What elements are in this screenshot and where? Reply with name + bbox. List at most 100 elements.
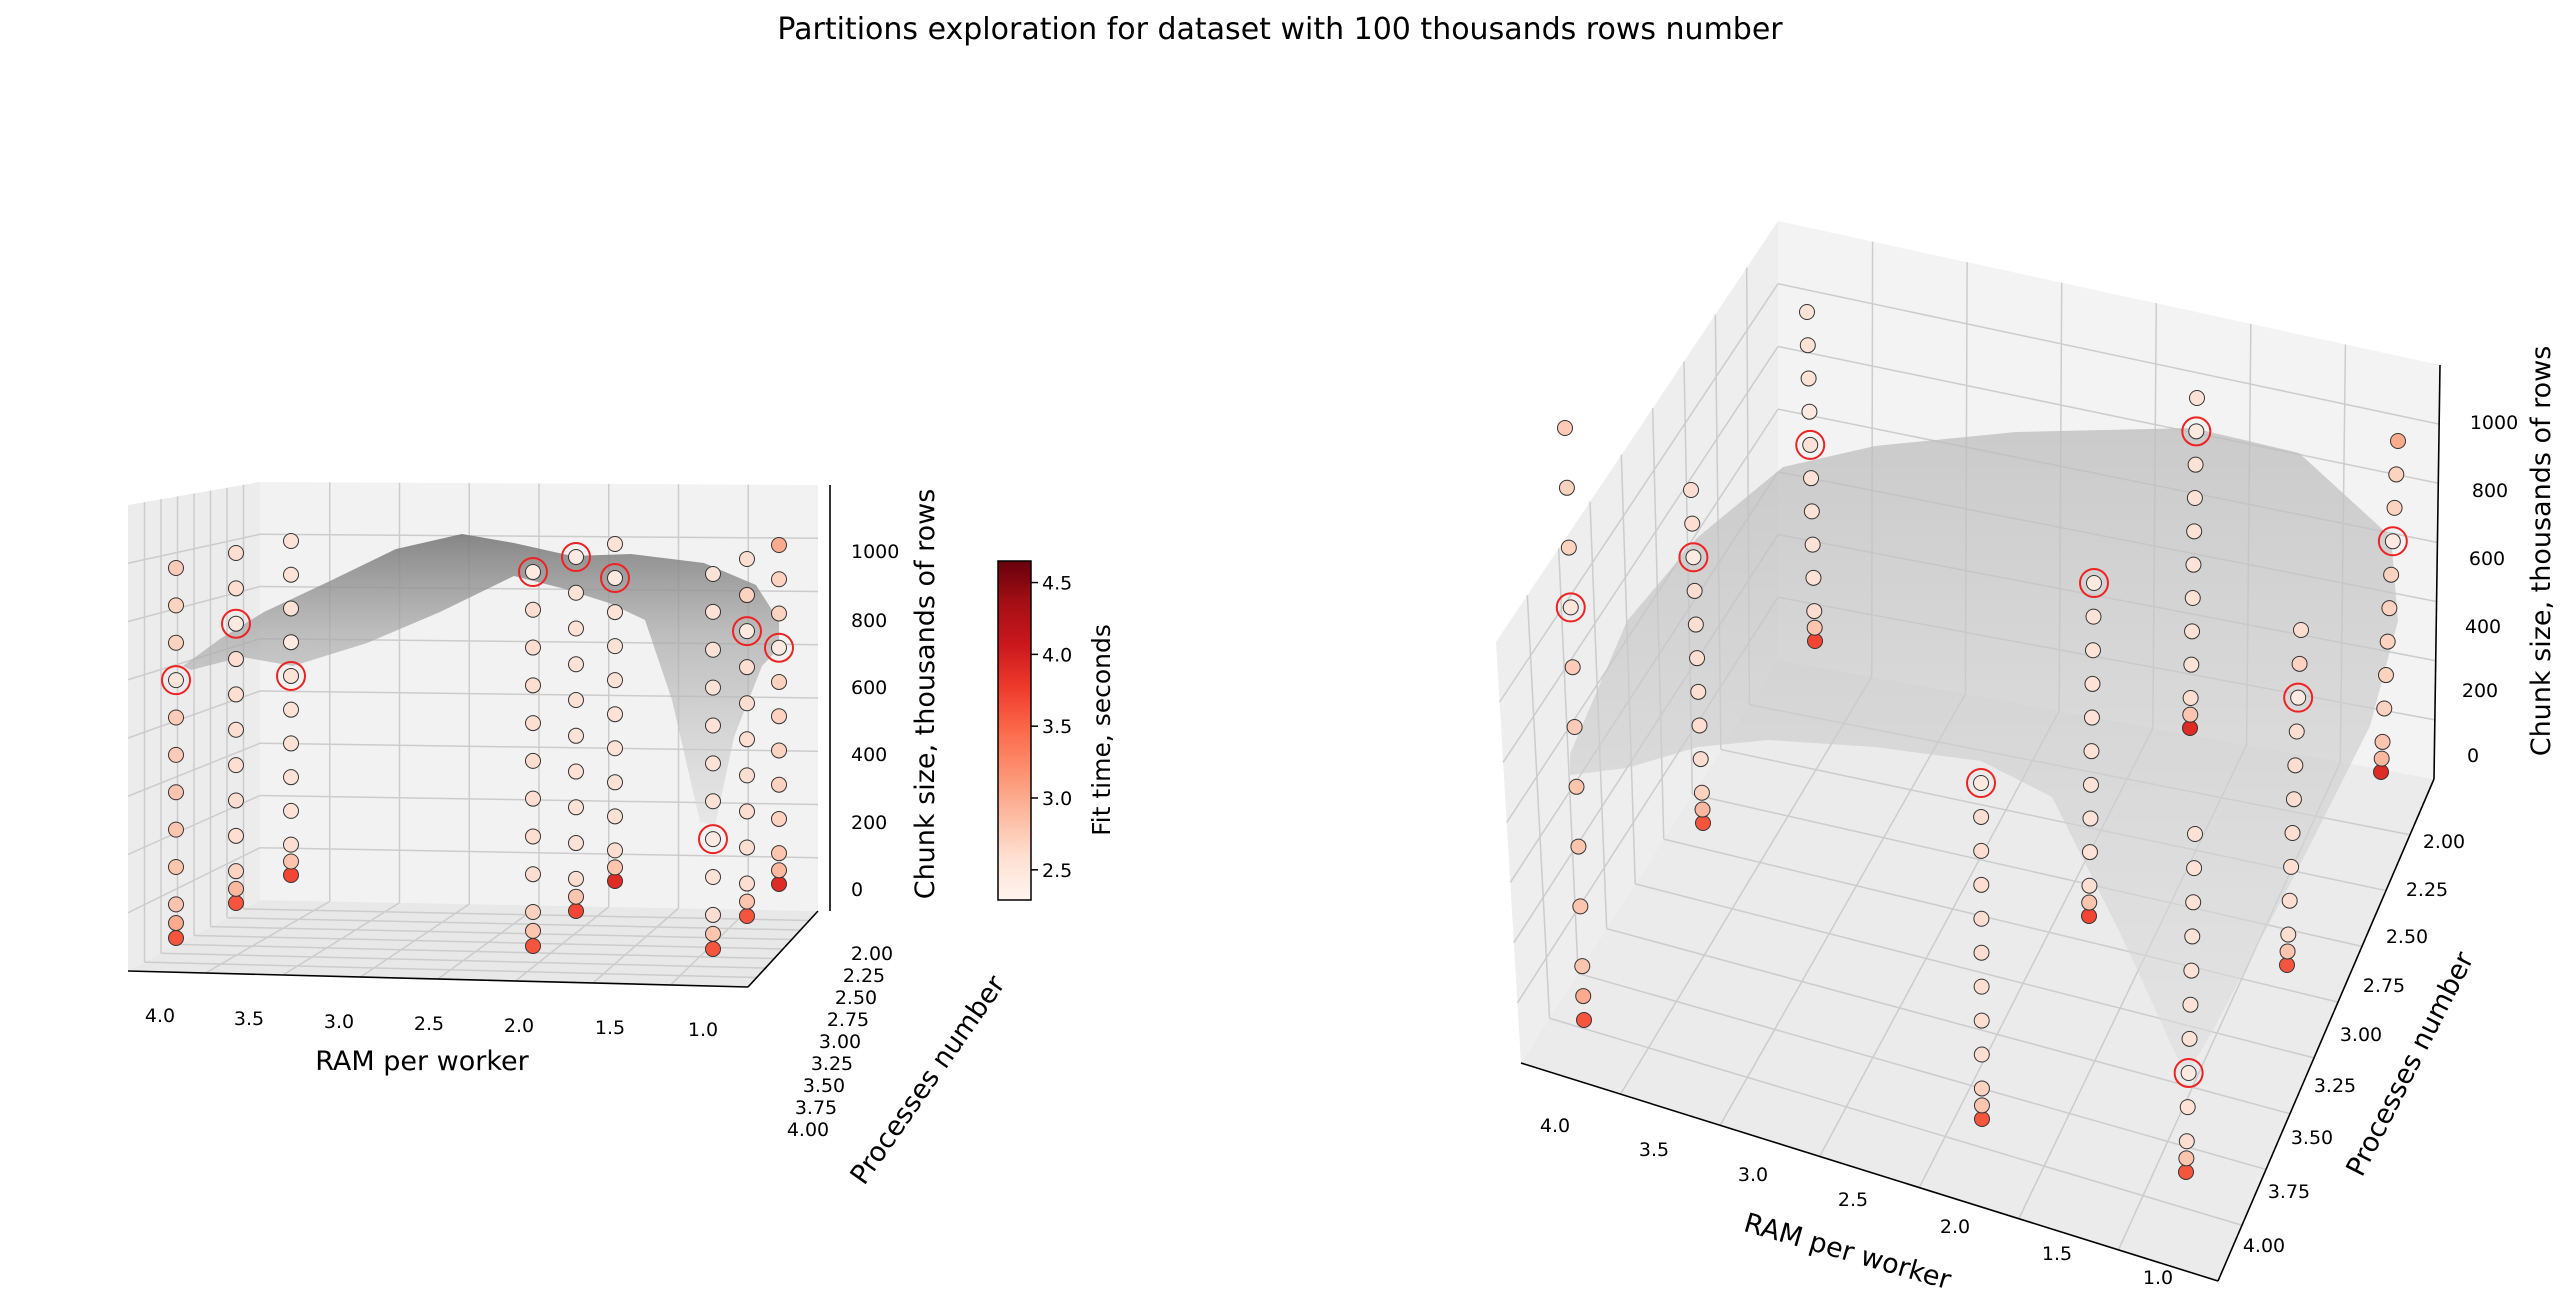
data-point xyxy=(2081,908,2097,924)
data-point xyxy=(2383,566,2400,583)
gridline xyxy=(127,742,261,797)
best-config-highlight xyxy=(221,608,251,639)
data-point xyxy=(283,735,299,752)
data-point xyxy=(2183,656,2200,673)
colorbar-tick-label: 3.0 xyxy=(1042,788,1072,810)
left-column-ram2-proc3 xyxy=(561,542,591,919)
left-y-tick-label: 3.50 xyxy=(803,1075,845,1097)
left-x-axis-label: RAM per worker xyxy=(315,1046,529,1077)
data-point xyxy=(705,906,721,923)
data-point xyxy=(1973,910,1990,927)
data-point xyxy=(607,570,623,587)
gridline xyxy=(144,961,757,979)
data-point xyxy=(2291,655,2308,672)
data-point xyxy=(1689,650,1706,667)
right-y-axis-label: Processes number xyxy=(2341,946,2481,1181)
data-point xyxy=(1800,370,1817,387)
data-point xyxy=(525,639,541,656)
data-point xyxy=(168,896,184,913)
left-z-axis-label: Chunk size, thousands of rows xyxy=(910,489,941,900)
left-column-ram2-proc2 xyxy=(600,536,630,889)
data-point xyxy=(1799,337,1816,354)
data-point xyxy=(1799,304,1815,320)
data-point xyxy=(525,828,541,845)
data-point xyxy=(2381,600,2398,617)
data-point xyxy=(2373,764,2389,780)
right-x-tick-label: 2.0 xyxy=(1940,1216,1970,1238)
right-y-tick-label: 4.00 xyxy=(2243,1235,2285,1257)
right-column-ram4-proc4 xyxy=(1555,420,1592,1028)
data-point xyxy=(1684,515,1701,532)
data-point xyxy=(2290,689,2307,706)
left-y-tick-label: 3.75 xyxy=(795,1097,837,1119)
colorbar-tick-label: 4.0 xyxy=(1042,644,1072,666)
data-point xyxy=(228,721,244,738)
data-point xyxy=(1574,958,1591,975)
data-point xyxy=(607,842,623,859)
data-point xyxy=(2388,466,2405,483)
data-point xyxy=(2293,622,2309,638)
data-point xyxy=(568,903,584,919)
left-x-tick-label: 2.0 xyxy=(504,1015,534,1037)
left-column-ram2-proc4 xyxy=(518,557,548,954)
data-point xyxy=(771,845,787,862)
left-x-tick-label: 2.5 xyxy=(414,1013,444,1035)
data-point xyxy=(228,615,244,632)
data-point xyxy=(2379,633,2396,650)
data-point xyxy=(2284,825,2301,842)
data-point xyxy=(739,893,755,910)
data-point xyxy=(283,701,299,718)
gridline xyxy=(1606,927,2291,1115)
data-point xyxy=(2189,390,2205,406)
data-point xyxy=(607,740,623,757)
left-z-tick-label: 400 xyxy=(851,744,887,766)
data-point xyxy=(525,677,541,694)
right-column-ram1-proc4 xyxy=(2173,826,2204,1180)
data-point xyxy=(2390,433,2406,449)
data-point xyxy=(1973,808,1990,825)
best-config-highlight xyxy=(161,665,191,696)
best-config-highlight xyxy=(2283,682,2314,713)
data-point xyxy=(2285,791,2302,808)
data-point xyxy=(771,673,787,690)
gridline xyxy=(1502,346,1779,763)
right-z-tick-label: 0 xyxy=(2467,745,2479,767)
data-point xyxy=(739,731,755,748)
colorbar-tick-label: 4.5 xyxy=(1042,573,1072,595)
data-point xyxy=(1973,1012,1990,1029)
best-config-highlight xyxy=(2377,526,2408,557)
data-point xyxy=(705,793,721,810)
right-y-tick-label: 3.50 xyxy=(2291,1127,2333,1149)
data-point xyxy=(228,757,244,774)
data-point xyxy=(2283,858,2300,875)
data-point xyxy=(1973,876,1990,893)
data-point xyxy=(1806,619,1823,636)
data-point xyxy=(2186,860,2203,877)
data-point xyxy=(739,803,755,820)
colorbar-tick-label: 2.5 xyxy=(1042,860,1072,882)
data-point xyxy=(1803,470,1820,487)
right-y-tick-label: 2.00 xyxy=(2423,831,2465,853)
data-point xyxy=(705,869,721,886)
data-point xyxy=(1694,801,1711,818)
data-point xyxy=(568,763,584,780)
data-point xyxy=(2187,456,2204,473)
data-point xyxy=(2185,894,2202,911)
data-point xyxy=(2081,877,2098,894)
data-point xyxy=(1802,436,1819,453)
data-point xyxy=(771,605,787,622)
data-point xyxy=(2182,720,2198,736)
colorbar-tick-label: 3.5 xyxy=(1042,716,1072,738)
gridline xyxy=(1619,676,1873,1095)
data-point xyxy=(2182,690,2199,706)
data-point xyxy=(168,634,184,651)
best-config-highlight xyxy=(1555,592,1586,623)
best-config-highlight xyxy=(698,824,728,855)
gridline xyxy=(210,925,792,941)
data-point xyxy=(607,859,623,876)
data-point xyxy=(228,863,244,880)
right-3d-axes: 4.0 3.5 3.0 2.5 2.0 1.5 1.0 2.00 2.25 2.50 2.75 3.0… xyxy=(1496,221,2518,1289)
data-point xyxy=(705,603,721,620)
data-point xyxy=(2180,1064,2197,1081)
data-point xyxy=(771,862,787,879)
